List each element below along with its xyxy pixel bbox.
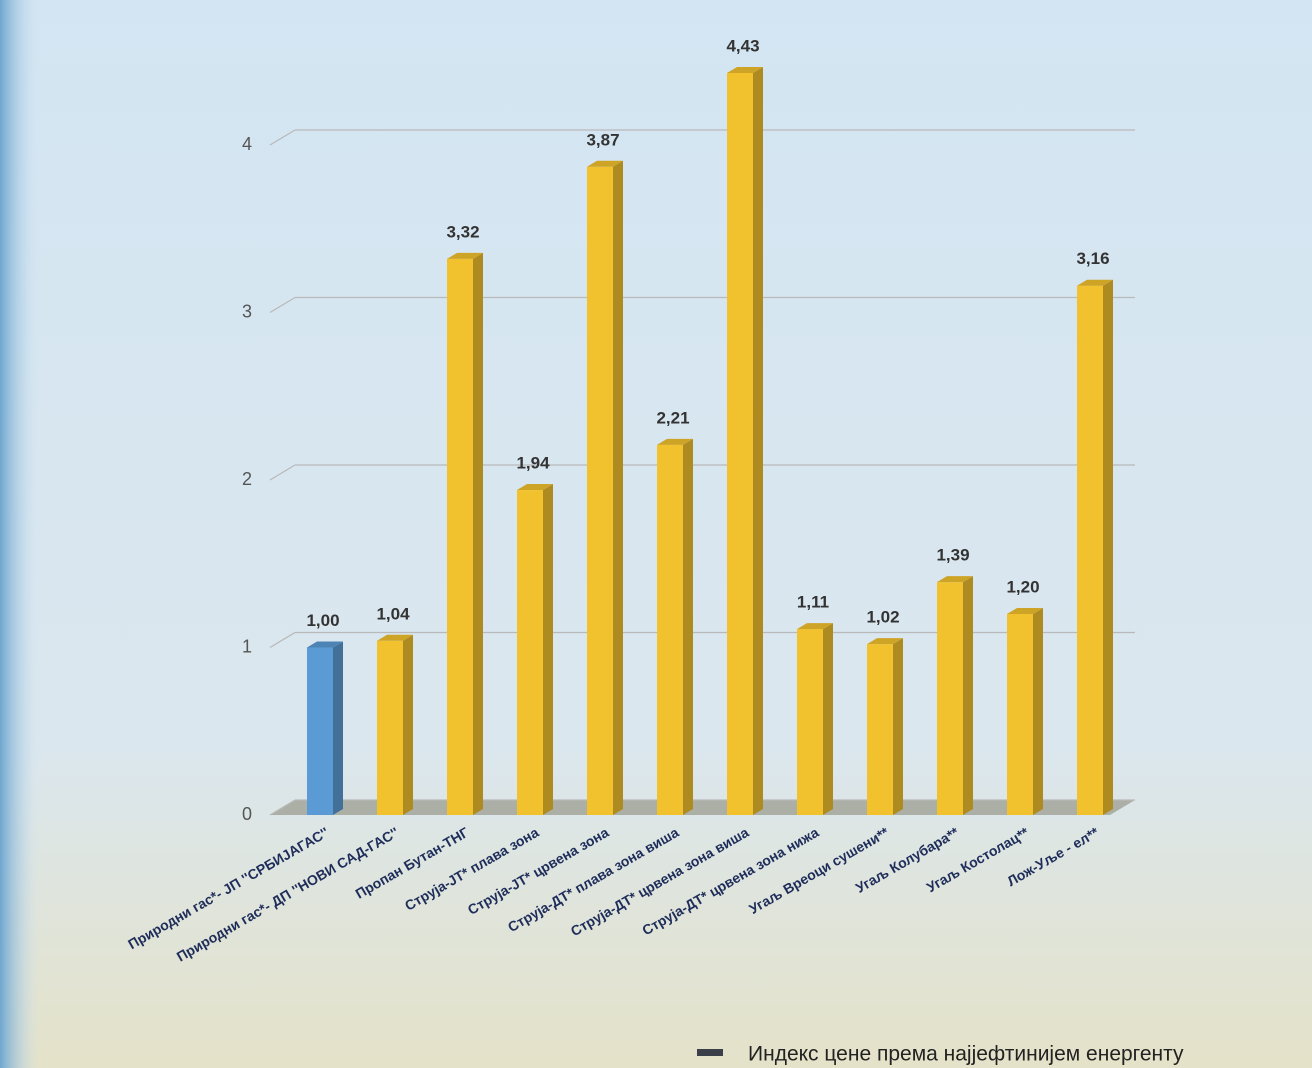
bar	[797, 623, 833, 815]
bar	[1007, 608, 1043, 815]
bar-front	[657, 444, 683, 815]
bar-top	[797, 623, 833, 630]
y-tick-label: 4	[242, 134, 252, 154]
bar-side	[963, 576, 973, 815]
bar-top	[377, 634, 413, 641]
legend-swatch	[697, 1049, 723, 1056]
bar-top	[587, 160, 623, 167]
value-label: 3,32	[446, 222, 479, 241]
grid-line-slant	[269, 464, 296, 481]
value-label: 1,94	[516, 454, 550, 473]
bar	[517, 484, 553, 815]
value-label: 2,21	[656, 408, 689, 427]
bar-front	[587, 166, 613, 815]
bar-side	[403, 634, 413, 815]
bar	[867, 638, 903, 815]
bar-side	[473, 252, 483, 815]
value-label: 1,20	[1006, 577, 1039, 596]
bar-front	[797, 629, 823, 815]
bar-side	[333, 641, 343, 815]
bar-top	[1077, 279, 1113, 286]
bar	[587, 160, 623, 815]
bar	[727, 66, 763, 816]
bar-front	[1077, 285, 1103, 815]
floor	[270, 800, 1135, 815]
value-label: 4,43	[726, 36, 759, 55]
bar-side	[893, 638, 903, 815]
bar-front	[517, 490, 543, 815]
bar-front	[307, 647, 333, 815]
bar-front	[727, 72, 753, 816]
bar	[937, 576, 973, 815]
bar-front	[1007, 614, 1033, 815]
grid-line-slant	[269, 129, 296, 146]
bar-side	[1103, 279, 1113, 815]
value-label: 3,16	[1076, 249, 1109, 268]
bar-top	[867, 638, 903, 645]
value-label: 1,11	[797, 593, 829, 612]
bar	[657, 438, 693, 815]
bar-top	[307, 641, 343, 648]
grid-line-slant	[269, 296, 296, 314]
value-label: 1,39	[936, 546, 969, 565]
y-tick-label: 1	[242, 636, 252, 656]
y-tick-label: 3	[242, 301, 252, 321]
bar-side	[1033, 608, 1043, 815]
grid-line-slant	[269, 799, 296, 816]
legend: Индекс цене према најјефтинијем енергент…	[697, 1043, 1184, 1066]
bar-top	[447, 252, 483, 259]
bar-side	[753, 66, 763, 816]
bar-front	[937, 582, 963, 815]
bar	[447, 252, 483, 815]
bar-side	[543, 484, 553, 815]
bar-front	[867, 644, 893, 815]
bar-side	[823, 623, 833, 815]
grid-line-slant	[269, 631, 296, 649]
bar-top	[517, 484, 553, 491]
value-label: 1,04	[376, 604, 410, 623]
y-tick-label: 2	[242, 469, 252, 489]
bar-top	[1007, 608, 1043, 614]
bar-top	[657, 438, 693, 445]
bar	[1077, 279, 1113, 815]
bar-front	[447, 258, 473, 815]
value-label: 1,00	[306, 611, 339, 630]
bar	[307, 641, 343, 815]
bar-top	[727, 66, 763, 73]
value-label: 1,02	[866, 608, 899, 627]
legend-label: Индекс цене према најјефтинијем енергент…	[748, 1043, 1184, 1066]
bar-top	[937, 576, 973, 583]
bar-side	[613, 160, 623, 815]
bar-front	[377, 640, 403, 815]
background-edge	[0, 0, 40, 1068]
bar	[377, 634, 413, 815]
value-label: 3,87	[586, 130, 619, 149]
y-tick-label: 0	[242, 804, 252, 824]
bar-side	[683, 438, 693, 815]
